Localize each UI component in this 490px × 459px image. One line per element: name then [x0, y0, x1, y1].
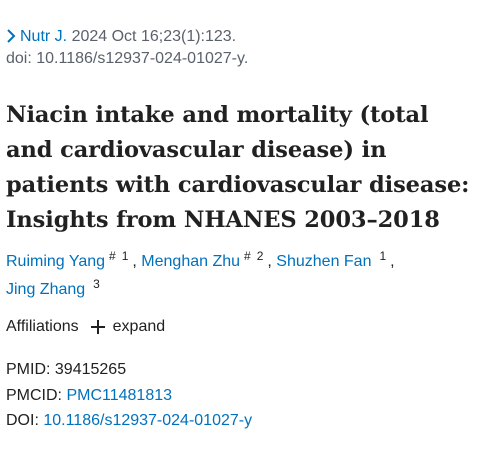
citation-doi: doi: 10.1186/s12937-024-01027-y.: [6, 50, 249, 67]
author-affiliation-marks: 1: [375, 242, 390, 270]
doi-row: DOI: 10.1186/s12937-024-01027-y: [6, 408, 252, 434]
doi-label: DOI:: [6, 412, 39, 429]
citation-journal-row: Nutr J. 2024 Oct 16;23(1):123.: [6, 26, 248, 48]
citation: Nutr J. 2024 Oct 16;23(1):123. doi: 10.1…: [6, 26, 248, 70]
pmcid-row: PMCID: PMC11481813: [6, 383, 252, 409]
pmid-row: PMID: 39415265: [6, 357, 252, 383]
affiliations-toggle-row: Affiliations expand: [6, 316, 165, 338]
authors-list: Ruiming Yang #1, Menghan Zhu #2, Shuzhen F…: [6, 248, 476, 304]
author-affiliation-marks: 3: [89, 270, 104, 298]
pmid-label: PMID:: [6, 361, 51, 378]
pmid-value: 39415265: [54, 361, 127, 378]
equal-contribution-mark[interactable]: #: [109, 249, 116, 263]
author-affiliation-marks: #1: [109, 242, 132, 270]
pmcid-label: PMCID:: [6, 386, 62, 404]
affiliation-number[interactable]: 3: [93, 277, 100, 291]
equal-contribution-mark[interactable]: #: [244, 249, 251, 263]
citation-details: 2024 Oct 16;23(1):123.: [67, 28, 237, 45]
article-title: Niacin intake and mortality (total and c…: [6, 102, 470, 233]
author-link[interactable]: Shuzhen Fan: [276, 253, 372, 270]
chevron-right-icon[interactable]: [6, 26, 16, 48]
affiliations-label: Affiliations: [6, 318, 79, 335]
author-affiliation-marks: #2: [244, 242, 267, 270]
affiliation-number[interactable]: 1: [121, 249, 129, 263]
journal-link[interactable]: Nutr J.: [20, 28, 68, 45]
identifiers: PMID: 39415265 PMCID: PMC11481813 DOI: 1…: [6, 357, 252, 434]
expand-affiliations-button[interactable]: expand: [90, 316, 166, 338]
affiliation-number[interactable]: 2: [256, 249, 264, 263]
pmcid-link[interactable]: PMC11481813: [66, 386, 173, 404]
author-link[interactable]: Ruiming Yang: [6, 253, 106, 270]
doi-link[interactable]: 10.1186/s12937-024-01027-y: [43, 412, 253, 429]
plus-icon: [90, 320, 105, 334]
expand-label: expand: [112, 318, 166, 335]
author-link[interactable]: Jing Zhang: [6, 281, 86, 298]
author-link[interactable]: Menghan Zhu: [141, 253, 241, 270]
affiliation-number[interactable]: 1: [379, 249, 387, 263]
